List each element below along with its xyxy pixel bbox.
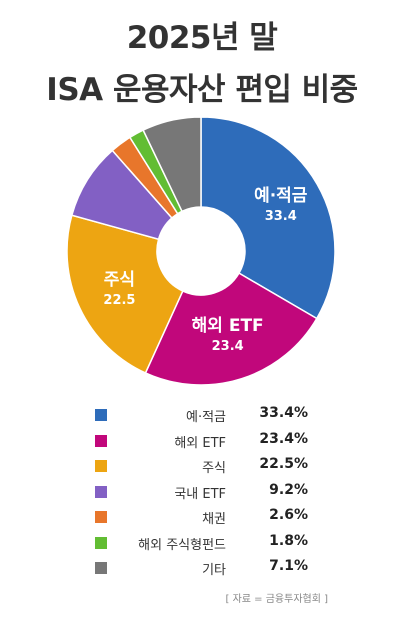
legend-item: 채권 2.6%	[0, 506, 404, 532]
legend-value: 23.4%	[259, 430, 308, 447]
legend-swatch	[95, 511, 107, 523]
legend-label: 채권	[202, 512, 226, 527]
legend-swatch	[95, 460, 107, 472]
slice-label-name-3: 주식	[104, 270, 135, 290]
legend-label: 주식	[202, 461, 226, 476]
chart-title-line1: 2025년 말	[126, 20, 278, 56]
legend-value: 22.5%	[259, 456, 308, 472]
legend-item: 기타 7.1%	[0, 557, 404, 583]
legend-value: 7.1%	[269, 558, 308, 574]
legend-swatch	[95, 536, 107, 549]
slice-2	[144, 272, 318, 386]
donut-chart: 예·적금 33.4 해외 ETF 23.4 주식 22.5	[66, 116, 336, 386]
legend-item: 해외 주식형펀드 1.8%	[0, 532, 404, 558]
legend-value: 1.8%	[269, 532, 308, 549]
legend-value: 33.4%	[259, 405, 308, 421]
slice-label-value-1: 33.4	[265, 209, 297, 224]
legend-swatch	[95, 409, 107, 421]
legend-swatch	[95, 434, 107, 447]
slice-label-name-2: 해외 ETF	[192, 316, 264, 336]
slice-3	[66, 214, 184, 374]
legend-item: 해외 ETF 23.4%	[0, 430, 404, 456]
chart-title-line2: ISA 운용자산 편입 비중	[46, 72, 358, 108]
legend-item: 국내 ETF 9.2%	[0, 481, 404, 507]
slice-label-name-1: 예·적금	[254, 186, 308, 206]
legend-item: 예·적금 33.4%	[0, 404, 404, 430]
slice-1	[200, 116, 336, 320]
source-note: [ 자료 = 금융투자협회 ]	[225, 594, 329, 605]
slice-7	[142, 116, 202, 213]
slice-label-value-2: 23.4	[212, 339, 244, 354]
legend: 예·적금 33.4% 해외 ETF 23.4% 주식 22.5% 국내 ETF 9.2% 채권 2…	[0, 404, 404, 583]
legend-item: 주식 22.5%	[0, 455, 404, 481]
legend-swatch	[95, 562, 107, 574]
legend-label: 해외 ETF	[174, 435, 226, 451]
legend-swatch	[95, 485, 107, 498]
legend-label: 해외 주식형펀드	[138, 537, 226, 553]
legend-label: 국내 ETF	[174, 486, 226, 502]
slice-label-value-3: 22.5	[103, 293, 135, 308]
legend-label: 기타	[202, 563, 226, 578]
legend-value: 2.6%	[269, 507, 308, 523]
legend-value: 9.2%	[269, 481, 308, 498]
legend-label: 예·적금	[185, 410, 226, 425]
